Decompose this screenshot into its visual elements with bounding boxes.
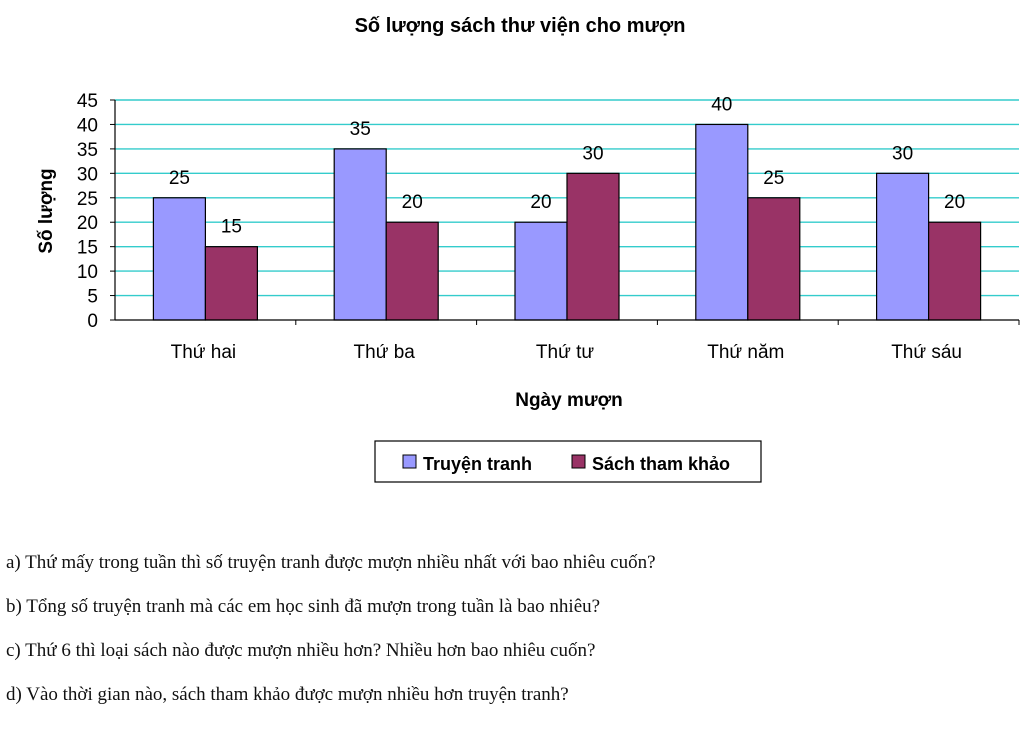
- data-label: 15: [221, 217, 242, 238]
- data-label: 20: [944, 192, 965, 213]
- bar-sach-tham-khao: [927, 221, 982, 321]
- legend: Truyện tranh Sách tham khảo: [374, 440, 762, 483]
- y-tick-label: 20: [77, 213, 98, 234]
- question-c: c) Thứ 6 thì loại sách nào được mượn nhi…: [6, 640, 596, 661]
- question-a: a) Thứ mấy trong tuần thì số truyện tran…: [6, 552, 656, 573]
- bar-truyen-tranh: [333, 148, 387, 321]
- x-tick-label: Thứ năm: [707, 342, 784, 363]
- y-axis-label: Số lượng: [36, 168, 57, 253]
- y-tick-label: 5: [87, 287, 98, 308]
- question-b: b) Tổng số truyện tranh mà các em học si…: [6, 596, 601, 617]
- y-tick-label: 30: [77, 164, 98, 185]
- data-label: 20: [530, 192, 551, 213]
- x-tick-label: Thứ tư: [536, 342, 594, 363]
- bar-truyen-tranh: [152, 197, 206, 321]
- legend-swatch-truyen-tranh: [402, 454, 417, 469]
- data-label: 35: [350, 119, 371, 140]
- data-label: 40: [711, 94, 732, 115]
- y-tick-label: 0: [87, 311, 98, 332]
- bar-sach-tham-khao: [747, 197, 801, 321]
- x-axis-label: Ngày mượn: [515, 390, 623, 411]
- bar-sach-tham-khao: [204, 246, 258, 321]
- y-tick-label: 15: [77, 238, 98, 259]
- y-tick-label: 10: [77, 262, 98, 283]
- data-labels: 25 15 35 20 20 30 40 25 30 20: [169, 94, 965, 237]
- legend-label-sach-tham-khao: Sách tham khảo: [592, 454, 730, 474]
- x-axis-ticks: Thứ hai Thứ ba Thứ tư Thứ năm Thứ sáu: [171, 320, 1020, 363]
- data-label: 20: [402, 192, 423, 213]
- x-tick-label: Thứ hai: [171, 342, 237, 363]
- y-tick-label: 40: [77, 115, 98, 136]
- data-label: 25: [763, 168, 784, 189]
- bar-sach-tham-khao: [566, 172, 620, 321]
- legend-label-truyen-tranh: Truyện tranh: [423, 454, 532, 474]
- data-label: 30: [892, 143, 913, 164]
- bar-truyen-tranh: [695, 123, 749, 321]
- chart-title: Số lượng sách thư viện cho mượn: [355, 15, 686, 37]
- y-tick-label: 35: [77, 140, 98, 161]
- bars: [152, 123, 982, 321]
- bar-truyen-tranh: [875, 172, 930, 321]
- y-tick-label: 25: [77, 189, 98, 210]
- legend-box: [374, 440, 762, 483]
- legend-swatch-sach-tham-khao: [571, 454, 586, 469]
- question-d: d) Vào thời gian nào, sách tham khảo đượ…: [6, 684, 569, 705]
- data-label: 30: [582, 143, 603, 164]
- bar-truyen-tranh: [514, 221, 568, 321]
- x-tick-label: Thứ ba: [354, 342, 416, 363]
- y-tick-label: 45: [77, 91, 98, 112]
- bar-chart: Số lượng sách thư viện cho mượn 0 5 10 15 20…: [36, 15, 1020, 483]
- bar-sach-tham-khao: [385, 221, 439, 321]
- data-label: 25: [169, 168, 190, 189]
- y-axis-ticks: 0 5 10 15 20 25 30 35 40 45: [77, 91, 115, 332]
- x-tick-label: Thứ sáu: [891, 342, 962, 363]
